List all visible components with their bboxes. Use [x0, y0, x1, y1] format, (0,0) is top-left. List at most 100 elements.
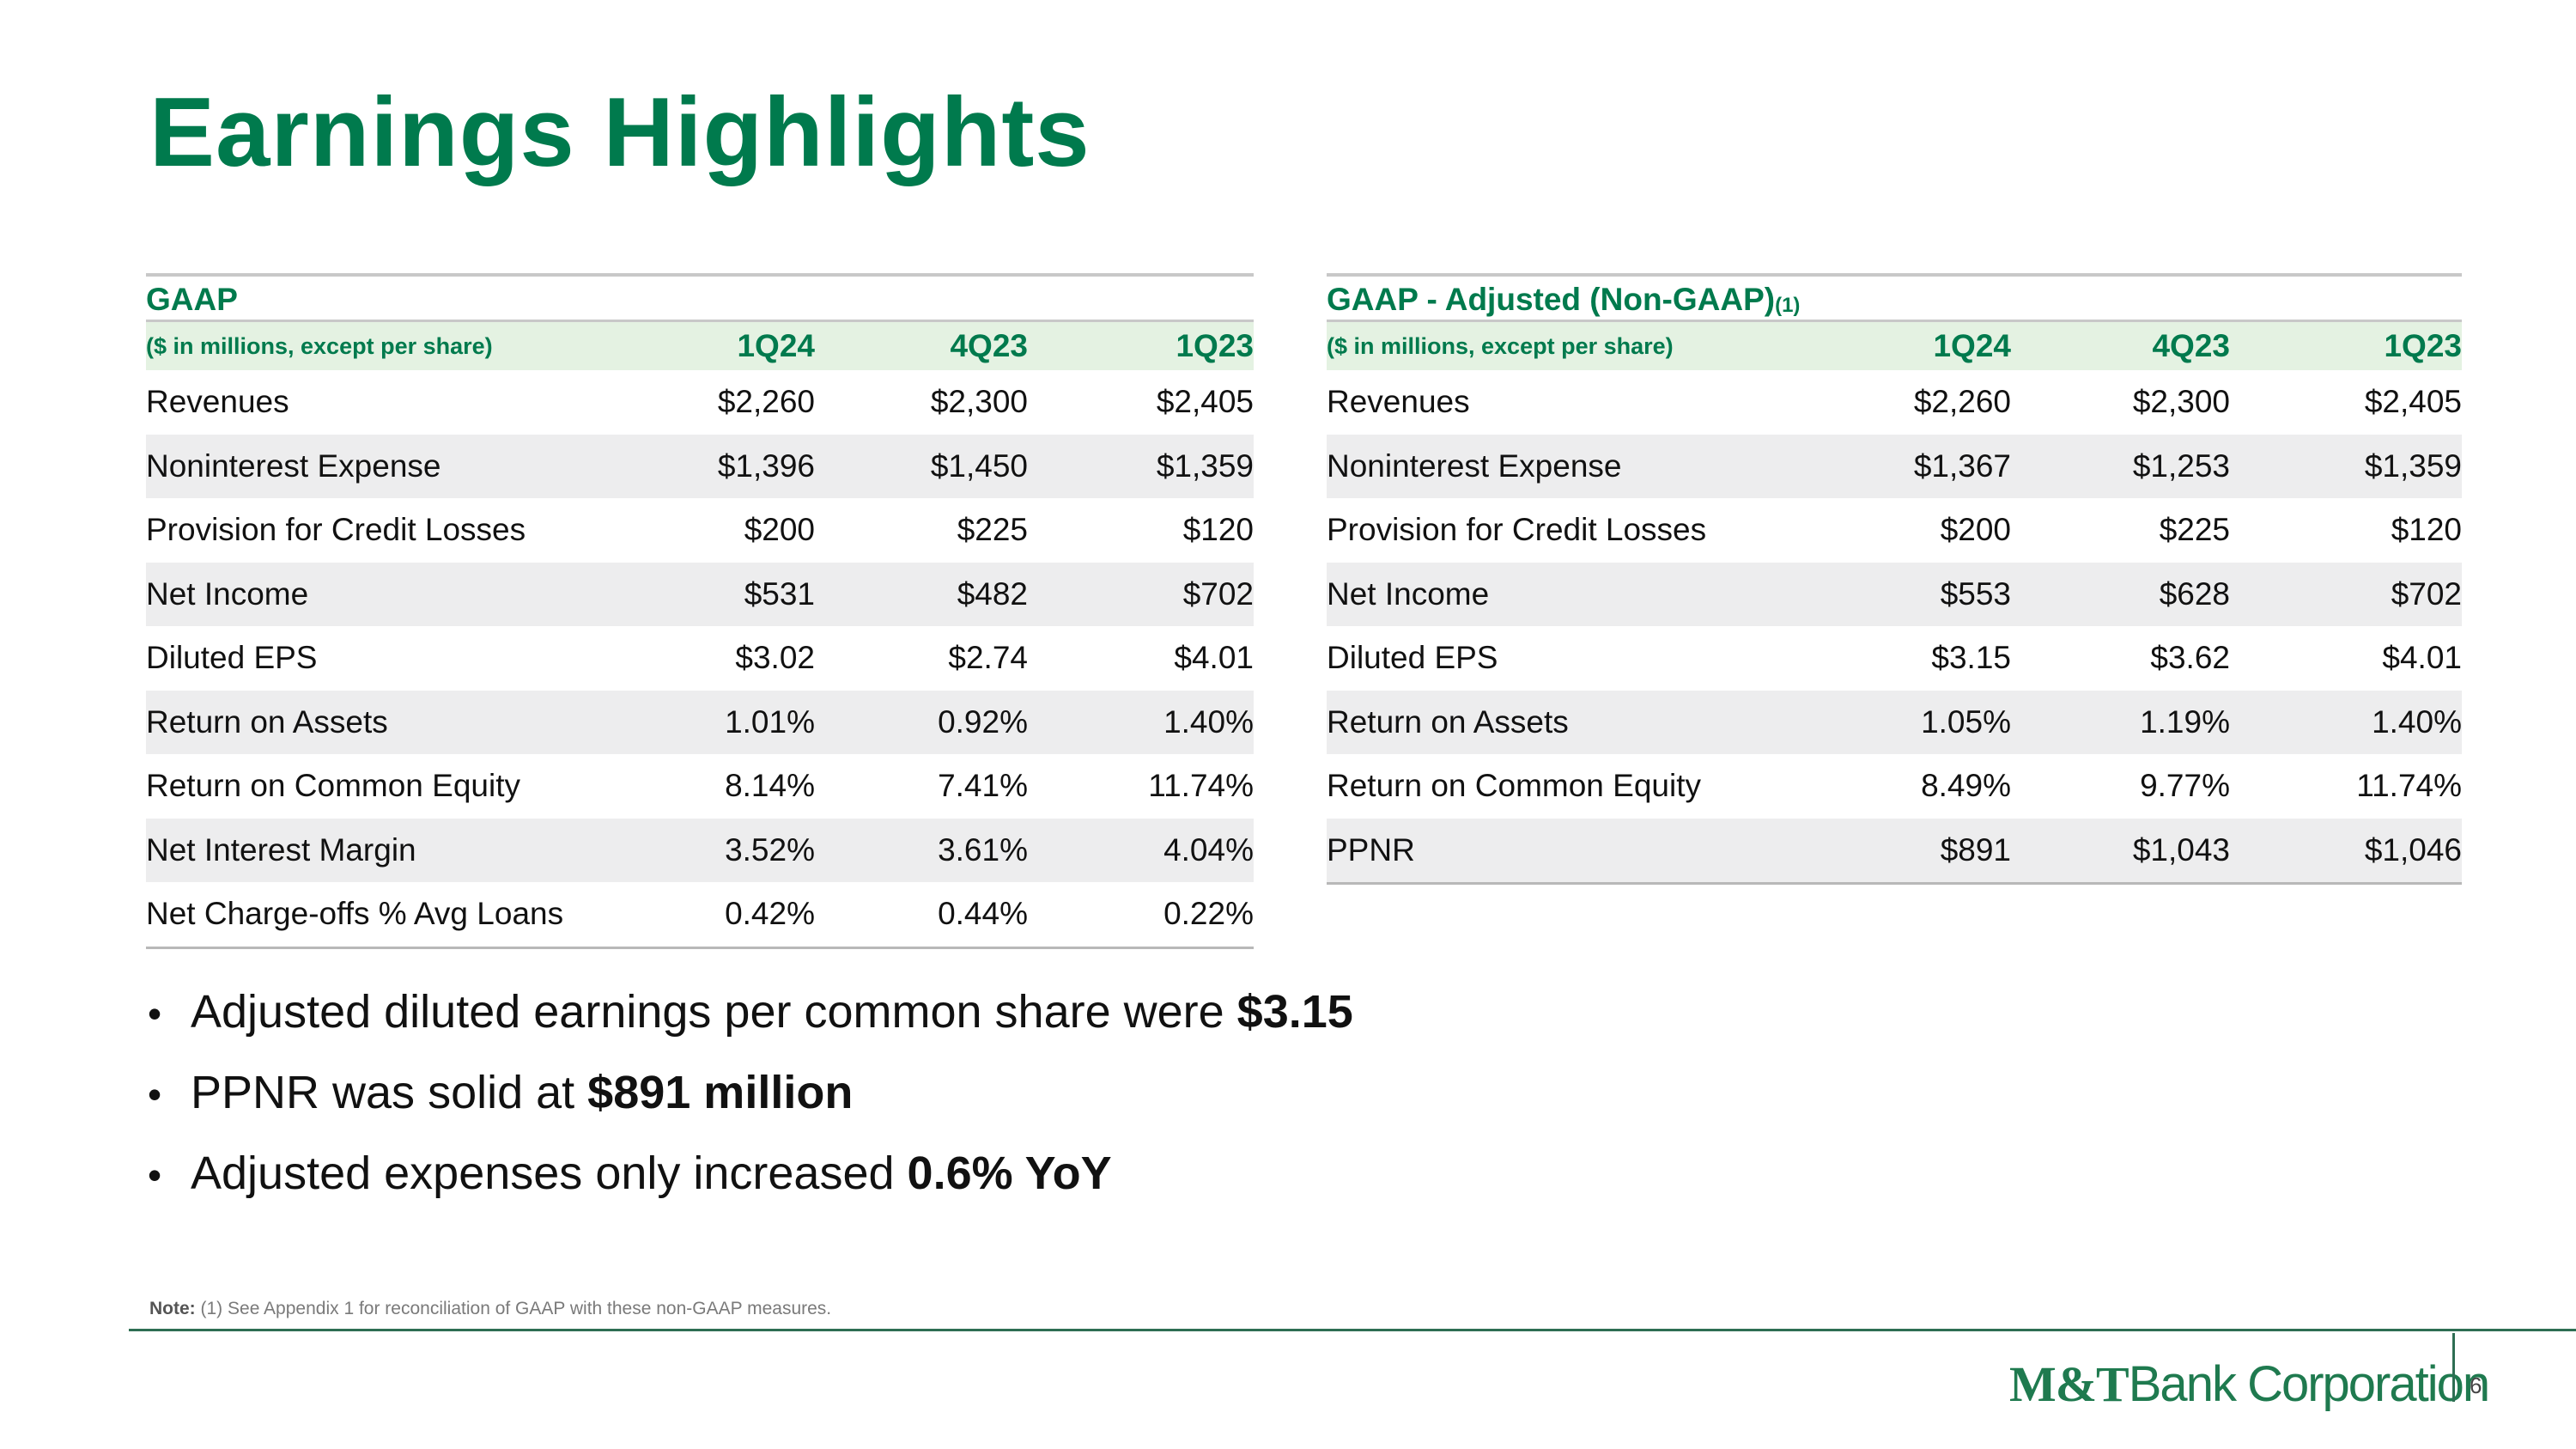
list-item: • Adjusted diluted earnings per common sh… [148, 972, 1353, 1053]
row-label: Revenues [146, 384, 289, 420]
highlights-list: • Adjusted diluted earnings per common sh… [148, 972, 1353, 1215]
footer-divider [129, 1329, 2576, 1331]
cell-1q24: $553 [1940, 575, 2011, 612]
cell-1q24: $1,367 [1913, 447, 2011, 484]
row-label: Return on Common Equity [146, 768, 520, 804]
footnote-label: Note: [149, 1299, 196, 1318]
row-label: Return on Assets [146, 703, 388, 740]
cell-1q23: $702 [2391, 575, 2462, 612]
page-number: 6 [2470, 1373, 2482, 1398]
cell-1q24: $2,260 [717, 384, 815, 420]
cell-1q24: $3.15 [1931, 640, 2011, 676]
cell-4q23: $2,300 [2132, 384, 2230, 420]
adjusted-table-heading: GAAP - Adjusted (Non-GAAP) (1) [1327, 273, 2462, 320]
cell-1q23: $1,359 [2364, 447, 2462, 484]
footnote: Note: (1) See Appendix 1 for reconciliat… [149, 1299, 831, 1319]
gaap-table-heading: GAAP [146, 273, 1254, 320]
table-row: Net Interest Margin 3.52% 3.61% 4.04% [146, 818, 1254, 882]
gaap-period-1q24: 1Q24 [737, 328, 815, 363]
cell-4q23: $1,043 [2132, 831, 2230, 868]
logo-brand: M&T [2009, 1356, 2129, 1412]
row-label: PPNR [1327, 831, 1415, 868]
gaap-header-row: ($ in millions, except per share) 1Q24 4… [146, 320, 1254, 370]
table-row: PPNR $891 $1,043 $1,046 [1327, 818, 2462, 882]
cell-1q23: $1,046 [2364, 831, 2462, 868]
cell-4q23: $2.74 [948, 640, 1028, 676]
cell-4q23: $1,450 [930, 447, 1028, 484]
cell-1q24: $1,396 [717, 447, 815, 484]
cell-1q24: 3.52% [725, 831, 815, 868]
cell-1q23: $4.01 [1174, 640, 1254, 676]
row-label: Net Income [146, 575, 309, 612]
bullet-icon: • [148, 1153, 162, 1197]
gaap-table-body: Revenues $2,260 $2,300 $2,405 Noninteres… [146, 370, 1254, 949]
row-label: Noninterest Expense [146, 447, 441, 484]
footnote-marker: (1) [1775, 294, 1801, 317]
bullet-emphasis: $3.15 [1236, 986, 1353, 1038]
cell-1q24: 1.01% [725, 703, 815, 740]
logo-name: Bank Corporation [2128, 1356, 2490, 1412]
cell-1q23: $120 [2391, 512, 2462, 548]
gaap-period-1q23: 1Q23 [1176, 328, 1254, 363]
adjusted-period-1q23: 1Q23 [2384, 328, 2462, 363]
cell-4q23: $628 [2159, 575, 2230, 612]
cell-1q24: 8.14% [725, 768, 815, 804]
row-label: Net Income [1327, 575, 1490, 612]
table-row: Return on Assets 1.01% 0.92% 1.40% [146, 690, 1254, 754]
gaap-table: GAAP ($ in millions, except per share) 1… [146, 273, 1254, 949]
adjusted-table-body: Revenues $2,260 $2,300 $2,405 Noninteres… [1327, 370, 2462, 885]
adjusted-units-label: ($ in millions, except per share) [1327, 332, 1674, 359]
table-row: Net Income $531 $482 $702 [146, 562, 1254, 626]
cell-1q24: 0.42% [725, 896, 815, 932]
table-row: Revenues $2,260 $2,300 $2,405 [1327, 370, 2462, 435]
bullet-text: Adjusted expenses only increased [191, 1148, 908, 1199]
cell-4q23: 1.19% [2140, 703, 2230, 740]
adjusted-period-4q23: 4Q23 [2152, 328, 2230, 363]
row-label: Net Interest Margin [146, 831, 416, 868]
cell-1q24: 8.49% [1921, 768, 2011, 804]
bullet-emphasis: 0.6% YoY [907, 1148, 1112, 1199]
cell-1q24: 1.05% [1921, 703, 2011, 740]
cell-4q23: $225 [957, 512, 1028, 548]
table-row: Provision for Credit Losses $200 $225 $1… [146, 498, 1254, 563]
cell-1q23: 4.04% [1163, 831, 1254, 868]
row-label: Return on Common Equity [1327, 768, 1701, 804]
table-row: Net Income $553 $628 $702 [1327, 562, 2462, 626]
row-label: Return on Assets [1327, 703, 1569, 740]
bullet-text: Adjusted diluted earnings per common sha… [191, 986, 1237, 1038]
cell-1q23: 1.40% [2372, 703, 2462, 740]
cell-1q23: $2,405 [1156, 384, 1254, 420]
table-row: Revenues $2,260 $2,300 $2,405 [146, 370, 1254, 435]
page-title: Earnings Highlights [149, 78, 1091, 187]
gaap-units-label: ($ in millions, except per share) [146, 332, 493, 359]
row-label: Diluted EPS [1327, 640, 1498, 676]
bullet-emphasis: $891 million [587, 1067, 854, 1118]
cell-1q23: $120 [1182, 512, 1254, 548]
row-label: Net Charge-offs % Avg Loans [146, 896, 564, 932]
cell-4q23: $482 [957, 575, 1028, 612]
cell-4q23: 9.77% [2140, 768, 2230, 804]
adjusted-heading-text: GAAP - Adjusted (Non-GAAP) [1327, 282, 1776, 317]
cell-1q24: $200 [744, 512, 815, 548]
list-item: • Adjusted expenses only increased 0.6% Y… [148, 1134, 1353, 1215]
footer-separator [2452, 1333, 2455, 1402]
cell-1q24: $891 [1940, 831, 2011, 868]
table-row: Return on Common Equity 8.14% 7.41% 11.7… [146, 754, 1254, 819]
table-row: Provision for Credit Losses $200 $225 $1… [1327, 498, 2462, 563]
cell-1q24: $200 [1940, 512, 2011, 548]
row-label: Noninterest Expense [1327, 447, 1622, 484]
table-row: Diluted EPS $3.02 $2.74 $4.01 [146, 626, 1254, 691]
list-item: • PPNR was solid at $891 million [148, 1053, 1353, 1134]
adjusted-table: GAAP - Adjusted (Non-GAAP) (1) ($ in mill… [1327, 273, 2462, 885]
table-row: Net Charge-offs % Avg Loans 0.42% 0.44% … [146, 882, 1254, 947]
footnote-text: (1) See Appendix 1 for reconciliation of… [195, 1299, 832, 1318]
bullet-text: PPNR was solid at [191, 1067, 588, 1118]
cell-1q23: $702 [1182, 575, 1254, 612]
cell-1q23: $4.01 [2382, 640, 2462, 676]
table-row: Return on Common Equity 8.49% 9.77% 11.7… [1327, 754, 2462, 819]
row-label: Revenues [1327, 384, 1470, 420]
table-row: Noninterest Expense $1,367 $1,253 $1,359 [1327, 434, 2462, 498]
cell-4q23: $1,253 [2132, 447, 2230, 484]
cell-4q23: $3.62 [2150, 640, 2230, 676]
bullet-icon: • [148, 1072, 162, 1117]
